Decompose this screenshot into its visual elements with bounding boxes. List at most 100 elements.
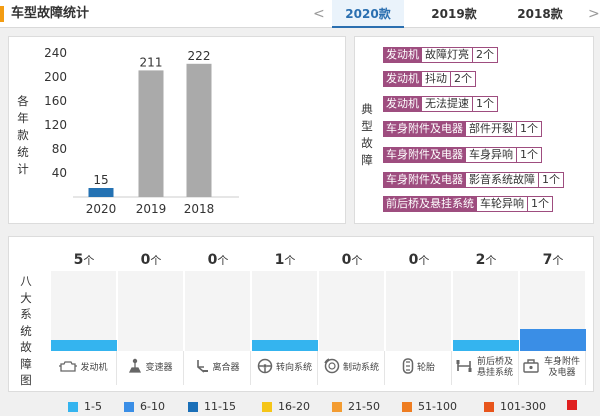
system-column[interactable]: 1个转向系统 (252, 247, 318, 385)
system-count-value: 1 (274, 252, 285, 268)
fault-item[interactable]: 发动机 故障灯亮 2个 (383, 47, 498, 63)
system-count-value: 0 (140, 252, 151, 268)
tab-2018[interactable]: 2018款 (517, 7, 563, 21)
fault-count: 1个 (472, 96, 498, 112)
typical-faults-panel: 典型故障 发动机 故障灯亮 2个 发动机 抖动 2个 发动机 无法提速 1个 车身附件及电器 部件开… (354, 36, 594, 224)
fault-category: 发动机 (383, 96, 422, 112)
fault-count: 1个 (516, 121, 542, 137)
fault-category: 发动机 (383, 47, 422, 63)
legend-label: 21-50 (348, 400, 380, 413)
legend-item: 51-100 (402, 400, 457, 413)
year-bar-chart: 40 80 120 160 200 240 15 2020 211 2019 222 2018 (44, 46, 239, 216)
page-title: 车型故障统计 (11, 6, 90, 21)
system-bar-fill (252, 340, 318, 351)
fault-category: 发动机 (383, 71, 422, 87)
system-label-text: 离合器 (212, 362, 240, 373)
y-tick-label: 120 (44, 118, 67, 132)
system-bar-fill (520, 329, 586, 351)
gearbox-icon (128, 358, 142, 378)
system-count-value: 0 (207, 252, 218, 268)
fault-category: 前后桥及悬挂系统 (383, 196, 477, 212)
system-column[interactable]: 0个变速器 (118, 247, 184, 385)
fault-issue: 故障灯亮 (422, 47, 472, 63)
system-count-unit: 个 (485, 254, 497, 267)
system-count: 7个 (520, 247, 586, 271)
fault-issue: 部件开裂 (466, 121, 516, 137)
system-label: 转向系统 (252, 351, 318, 385)
fault-count: 1个 (538, 172, 564, 188)
system-bar-fill (453, 340, 519, 351)
system-label: 变速器 (118, 351, 184, 385)
system-label-text: 转向系统 (275, 362, 312, 373)
bar-value-label: 211 (140, 55, 163, 69)
system-count: 0个 (319, 247, 385, 271)
system-count-unit: 个 (351, 254, 363, 267)
fault-count: 2个 (450, 71, 476, 87)
bar-value-label: 222 (188, 49, 211, 63)
system-column[interactable]: 5个发动机 (51, 247, 117, 385)
system-bar-area (185, 271, 251, 351)
system-count: 2个 (453, 247, 519, 271)
fault-item[interactable]: 发动机 抖动 2个 (383, 71, 476, 87)
fault-category: 车身附件及电器 (383, 172, 466, 188)
engine-icon (59, 359, 78, 377)
system-count: 1个 (252, 247, 318, 271)
system-count-value: 5 (73, 252, 84, 268)
system-count-unit: 个 (552, 254, 564, 267)
legend-swatch (402, 401, 412, 412)
system-label-text: 前后桥及悬挂系统 (476, 357, 513, 378)
year-chart-panel: 各年款统计 40 80 120 160 200 240 15 2020 211 2019 222 20… (8, 36, 346, 224)
next-arrow[interactable]: > (588, 6, 600, 22)
tab-2020[interactable]: 2020款 (332, 0, 404, 28)
fault-count: 2个 (472, 47, 498, 63)
fault-item[interactable]: 发动机 无法提速 1个 (383, 96, 498, 112)
legend-swatch (124, 401, 134, 412)
legend-item (567, 400, 583, 410)
fault-issue: 影音系统故障 (466, 172, 538, 188)
fault-issue: 车轮异响 (477, 196, 527, 212)
fault-count: 1个 (527, 196, 553, 212)
system-bar-area (453, 271, 519, 351)
fault-issue: 抖动 (422, 71, 450, 87)
system-count-value: 7 (542, 252, 553, 268)
fault-item[interactable]: 车身附件及电器 影音系统故障 1个 (383, 172, 564, 188)
fault-item[interactable]: 车身附件及电器 车身异响 1个 (383, 147, 542, 163)
legend-swatch (68, 401, 78, 412)
legend-item: 16-20 (262, 400, 310, 413)
y-tick-label: 240 (44, 46, 67, 60)
clutch-icon (195, 358, 209, 378)
system-bar-area (118, 271, 184, 351)
year-chart-axis-title: 各年款统计 (17, 94, 29, 176)
system-column[interactable]: 0个 制动系统 (319, 247, 385, 385)
year-bar (88, 188, 114, 197)
system-count: 5个 (51, 247, 117, 271)
legend-swatch (262, 401, 272, 412)
y-tick-label: 200 (44, 70, 67, 84)
typical-faults-title: 典型故障 (361, 102, 373, 167)
legend-label: 101-300 (500, 400, 546, 413)
system-column[interactable]: 0个离合器 (185, 247, 251, 385)
legend-swatch (567, 400, 577, 410)
system-column[interactable]: 7个车身附件及电器 (520, 247, 586, 385)
system-label: 轮胎 (386, 351, 452, 385)
y-tick-label: 160 (44, 94, 67, 108)
steering-wheel-icon (257, 358, 273, 378)
fault-category: 车身附件及电器 (383, 121, 466, 137)
fault-item[interactable]: 车身附件及电器 部件开裂 1个 (383, 121, 542, 137)
system-label-text: 车身附件及电器 (543, 357, 580, 378)
fault-item[interactable]: 前后桥及悬挂系统 车轮异响 1个 (383, 196, 553, 212)
system-column[interactable]: 2个前后桥及悬挂系统 (453, 247, 519, 385)
system-count: 0个 (185, 247, 251, 271)
prev-arrow[interactable]: < (313, 6, 325, 22)
year-bar (138, 70, 164, 197)
legend-item: 21-50 (332, 400, 380, 413)
suspension-icon (456, 358, 472, 378)
tab-2019[interactable]: 2019款 (431, 7, 477, 21)
system-count-value: 0 (341, 252, 352, 268)
x-tick-label: 2020 (86, 202, 117, 216)
system-count: 0个 (118, 247, 184, 271)
system-column[interactable]: 0个 轮胎 (386, 247, 452, 385)
legend-swatch (484, 401, 494, 412)
system-bar-area (51, 271, 117, 351)
system-label-text: 发动机 (80, 362, 108, 373)
